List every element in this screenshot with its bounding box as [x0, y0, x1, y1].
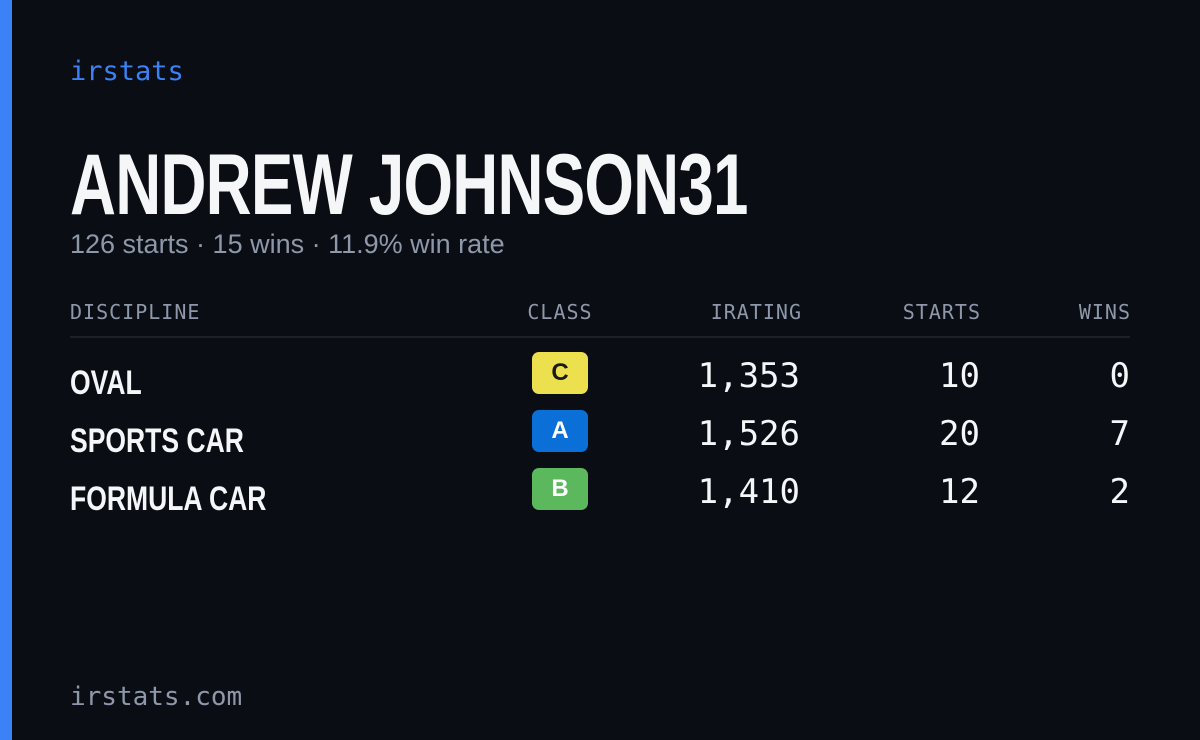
discipline: OVAL — [70, 364, 142, 402]
class-badge: A — [532, 410, 588, 452]
irating: 1,526 — [697, 414, 800, 454]
discipline: FORMULA CAR — [70, 480, 267, 518]
summary: 126 starts · 15 wins · 11.9% win rate — [70, 229, 505, 259]
starts: 12 — [939, 472, 980, 512]
starts: 20 — [939, 414, 980, 454]
starts: 10 — [939, 356, 980, 396]
player-name: ANDREW JOHNSON31 — [70, 137, 748, 233]
irating: 1,410 — [697, 472, 800, 512]
discipline: SPORTS CAR — [70, 422, 244, 460]
footer: irstats.com — [70, 682, 243, 712]
column-header: DISCIPLINE — [70, 300, 201, 324]
column-header: IRATING — [710, 300, 802, 324]
class-badge: C — [532, 352, 588, 394]
class-badge: B — [532, 468, 588, 510]
brand: irstats — [70, 56, 184, 87]
accent-bar — [0, 0, 12, 740]
column-header: STARTS — [902, 300, 981, 324]
header-rule — [70, 336, 1130, 338]
column-header: CLASS — [527, 300, 593, 324]
irating: 1,353 — [697, 356, 800, 396]
wins: 0 — [1109, 356, 1130, 396]
column-header: WINS — [1078, 300, 1131, 324]
wins: 2 — [1109, 472, 1130, 512]
wins: 7 — [1109, 414, 1130, 454]
